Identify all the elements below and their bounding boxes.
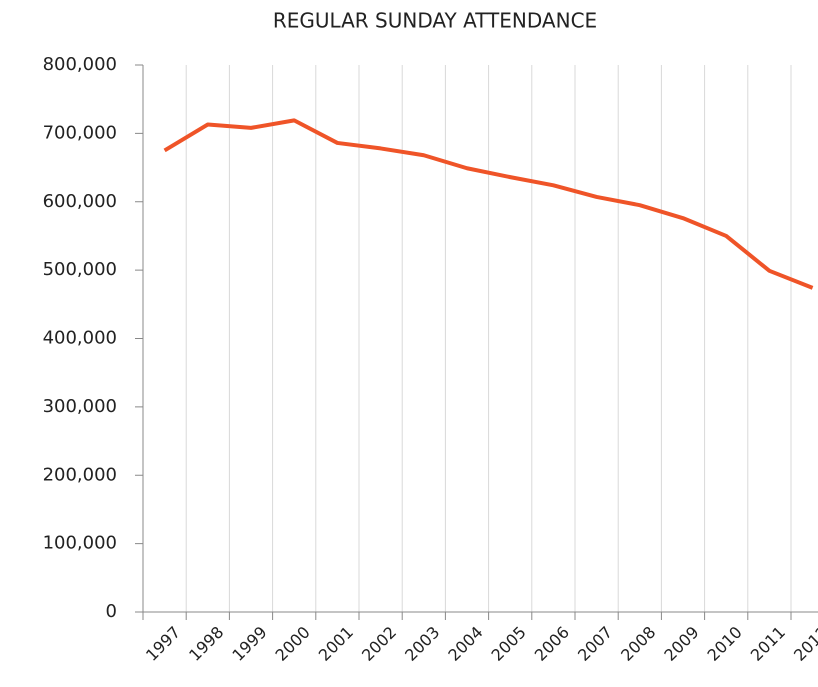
y-tick-label: 400,000 xyxy=(43,328,117,349)
x-tick-label: 2003 xyxy=(401,623,443,665)
x-tick-label: 2005 xyxy=(488,623,530,665)
y-tick-label: 600,000 xyxy=(43,191,117,212)
x-tick-label: 1997 xyxy=(142,623,184,665)
x-tick-label: 2009 xyxy=(660,623,702,665)
x-tick-label: 2006 xyxy=(531,623,573,665)
y-tick-label: 500,000 xyxy=(43,259,117,280)
chart-title: REGULAR SUNDAY ATTENDANCE xyxy=(273,9,597,33)
x-tick-label: 2002 xyxy=(358,623,400,665)
y-tick-label: 800,000 xyxy=(43,54,117,75)
y-tick-label: 200,000 xyxy=(43,464,117,485)
x-tick-label: 2004 xyxy=(444,623,486,665)
y-tick-label: 700,000 xyxy=(43,122,117,143)
y-tick-label: 300,000 xyxy=(43,396,117,417)
x-tick-label: 2011 xyxy=(747,623,789,665)
x-tick-label: 2001 xyxy=(315,623,357,665)
x-tick-label: 1998 xyxy=(185,623,227,665)
x-tick-label: 2008 xyxy=(617,623,659,665)
x-tick-label: 2007 xyxy=(574,623,616,665)
y-tick-label: 100,000 xyxy=(43,533,117,554)
x-tick-label: 2012 xyxy=(790,623,818,665)
x-tick-label: 1999 xyxy=(228,623,270,665)
y-tick-label: 0 xyxy=(106,601,117,622)
x-tick-label: 2000 xyxy=(272,623,314,665)
line xyxy=(163,118,814,290)
x-tick-label: 2010 xyxy=(704,623,746,665)
